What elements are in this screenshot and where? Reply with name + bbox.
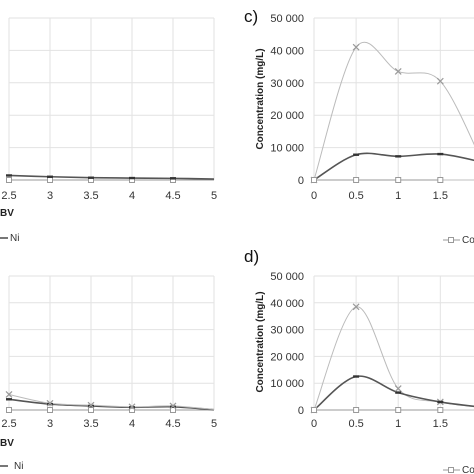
panel-d-y-tick-label: 0 bbox=[298, 405, 304, 417]
panel-d-y-tick-label: 40 000 bbox=[270, 298, 304, 310]
panel-b-markers bbox=[5, 391, 177, 413]
panel-c-point-square bbox=[353, 177, 360, 183]
panel-d-legend: Co bbox=[443, 465, 474, 474]
panel-b-point-square bbox=[6, 407, 12, 413]
panel-c-y-tick-label: 50 000 bbox=[270, 13, 304, 25]
panel-c-x-tick-label: 0 bbox=[311, 190, 317, 202]
panel-d-x-ticks: 0 0.5 1 1.5 bbox=[311, 418, 448, 430]
panel-c-y-tick-label: 10 000 bbox=[270, 143, 304, 155]
panel-d-x-tick-label: 0.5 bbox=[348, 418, 363, 430]
panel-a-point-square bbox=[47, 177, 53, 183]
panel-a-x-tick-label: 3 bbox=[47, 190, 53, 202]
panel-d-legend-co-swatch bbox=[448, 467, 454, 473]
panel-c-x-tick-label: 1 bbox=[395, 190, 401, 202]
panel-b-point-x bbox=[169, 402, 177, 410]
panel-b-lines bbox=[8, 393, 215, 411]
panel-c-lines bbox=[313, 41, 474, 181]
panel-d-point-square bbox=[437, 407, 444, 413]
panel-b-x-axis-title: BV bbox=[0, 438, 14, 449]
panel-d-legend-co-label: Co bbox=[462, 465, 474, 474]
panel-d-y-tick-label: 50 000 bbox=[270, 271, 304, 283]
panel-a-x-tick-label: 2.5 bbox=[1, 190, 16, 202]
panel-b-point-square bbox=[47, 407, 53, 413]
panel-b-x-tick-label: 3 bbox=[47, 418, 53, 430]
panel-b-x-ticks: 2.5 3 3.5 4 4.5 5 bbox=[1, 418, 217, 430]
panel-c-point-square bbox=[311, 177, 317, 183]
panel-d-label: d) bbox=[244, 247, 259, 266]
panel-c-label: c) bbox=[244, 7, 258, 26]
panel-b-point-square bbox=[88, 407, 94, 413]
panel-a-x-tick-label: 5 bbox=[211, 190, 217, 202]
panel-d-lines bbox=[313, 306, 474, 411]
panel-c-x-tick-label: 1.5 bbox=[433, 190, 448, 202]
panel-d-y-axis-title: Concentration (mg/L) bbox=[255, 291, 266, 392]
panel-b: 2.5 3 3.5 4 4.5 5 BV Ni bbox=[0, 275, 217, 472]
panel-c-y-tick-label: 20 000 bbox=[270, 110, 304, 122]
panel-a-series-line bbox=[8, 174, 215, 180]
panel-a-lines bbox=[8, 174, 215, 181]
panel-c-point-square bbox=[437, 177, 444, 183]
panel-d-point-x bbox=[352, 303, 360, 311]
panel-d-point-square bbox=[311, 407, 317, 413]
panel-c-point-x bbox=[352, 43, 360, 51]
panel-a-x-ticks: 2.5 3 3.5 4 4.5 5 bbox=[1, 190, 217, 202]
panel-d-markers bbox=[310, 303, 444, 414]
panel-c-point-x bbox=[436, 77, 444, 85]
panel-d-series-line bbox=[313, 306, 474, 411]
panel-c-legend-co-label: Co bbox=[462, 235, 474, 246]
panel-d-y-tick-label: 20 000 bbox=[270, 351, 304, 363]
panel-b-x-tick-label: 3.5 bbox=[83, 418, 98, 430]
panel-c-y-tick-label: 0 bbox=[298, 175, 304, 187]
panel-b-legend-ni-label: Ni bbox=[14, 461, 23, 472]
panel-a-legend-ni-label: Ni bbox=[10, 233, 19, 244]
panel-c-markers bbox=[310, 43, 444, 184]
panel-a: 2.5 3 3.5 4 4.5 5 BV Ni bbox=[0, 17, 217, 244]
panel-d: d) Concentration (mg/L) 0 10 000 20 000 30 … bbox=[244, 247, 474, 474]
panel-c-legend: Co bbox=[443, 235, 474, 246]
panel-a-grid bbox=[8, 17, 215, 181]
panel-c-point-x bbox=[394, 68, 402, 75]
panel-a-x-tick-label: 4.5 bbox=[165, 190, 180, 202]
panel-d-point-square bbox=[353, 407, 360, 413]
panel-c-y-axis-title: Concentration (mg/L) bbox=[255, 48, 266, 149]
panel-c: c) Concentration (mg/L) 0 10 000 20 000 30 … bbox=[244, 7, 474, 246]
panel-b-point-x bbox=[87, 401, 95, 409]
panel-d-y-ticks: 0 10 000 20 000 30 000 40 000 50 000 bbox=[270, 271, 304, 417]
panel-b-grid bbox=[8, 275, 215, 411]
panel-c-y-ticks: 0 10 000 20 000 30 000 40 000 50 000 bbox=[270, 13, 304, 187]
panel-d-point-square bbox=[395, 407, 402, 413]
panel-d-point-x bbox=[394, 385, 402, 392]
panel-a-markers bbox=[6, 174, 176, 183]
panel-d-x-tick-label: 1.5 bbox=[433, 418, 448, 430]
panel-b-legend: Ni bbox=[0, 461, 23, 472]
panel-c-y-tick-label: 40 000 bbox=[270, 45, 304, 57]
panel-a-point-square bbox=[6, 177, 12, 183]
panel-d-grid bbox=[313, 275, 474, 411]
panel-c-y-tick-label: 30 000 bbox=[270, 78, 304, 90]
panel-b-point-x bbox=[5, 391, 13, 398]
panel-d-y-tick-label: 30 000 bbox=[270, 325, 304, 337]
panel-c-point-square bbox=[395, 177, 402, 183]
panel-b-x-tick-label: 4 bbox=[129, 418, 135, 430]
panel-a-x-axis-title: BV bbox=[0, 208, 14, 219]
panel-c-series-line bbox=[313, 152, 474, 181]
panel-b-point-x bbox=[46, 399, 54, 407]
panel-a-legend: Ni bbox=[0, 233, 19, 244]
panel-c-x-tick-label: 0.5 bbox=[348, 190, 363, 202]
panel-b-x-tick-label: 2.5 bbox=[1, 418, 16, 430]
panel-b-series-line bbox=[8, 393, 215, 410]
panel-a-x-tick-label: 4 bbox=[129, 190, 135, 202]
panel-d-y-tick-label: 10 000 bbox=[270, 378, 304, 390]
panel-d-x-tick-label: 0 bbox=[311, 418, 317, 430]
panel-b-x-tick-label: 4.5 bbox=[165, 418, 180, 430]
panel-c-series-line bbox=[313, 41, 474, 181]
panel-d-x-tick-label: 1 bbox=[395, 418, 401, 430]
panel-c-x-ticks: 0 0.5 1 1.5 bbox=[311, 190, 448, 202]
panel-b-series-line bbox=[8, 398, 215, 411]
panel-c-legend-co-swatch bbox=[448, 237, 454, 243]
panel-b-point-x bbox=[128, 403, 136, 411]
panel-b-x-tick-label: 5 bbox=[211, 418, 217, 430]
panel-a-x-tick-label: 3.5 bbox=[83, 190, 98, 202]
